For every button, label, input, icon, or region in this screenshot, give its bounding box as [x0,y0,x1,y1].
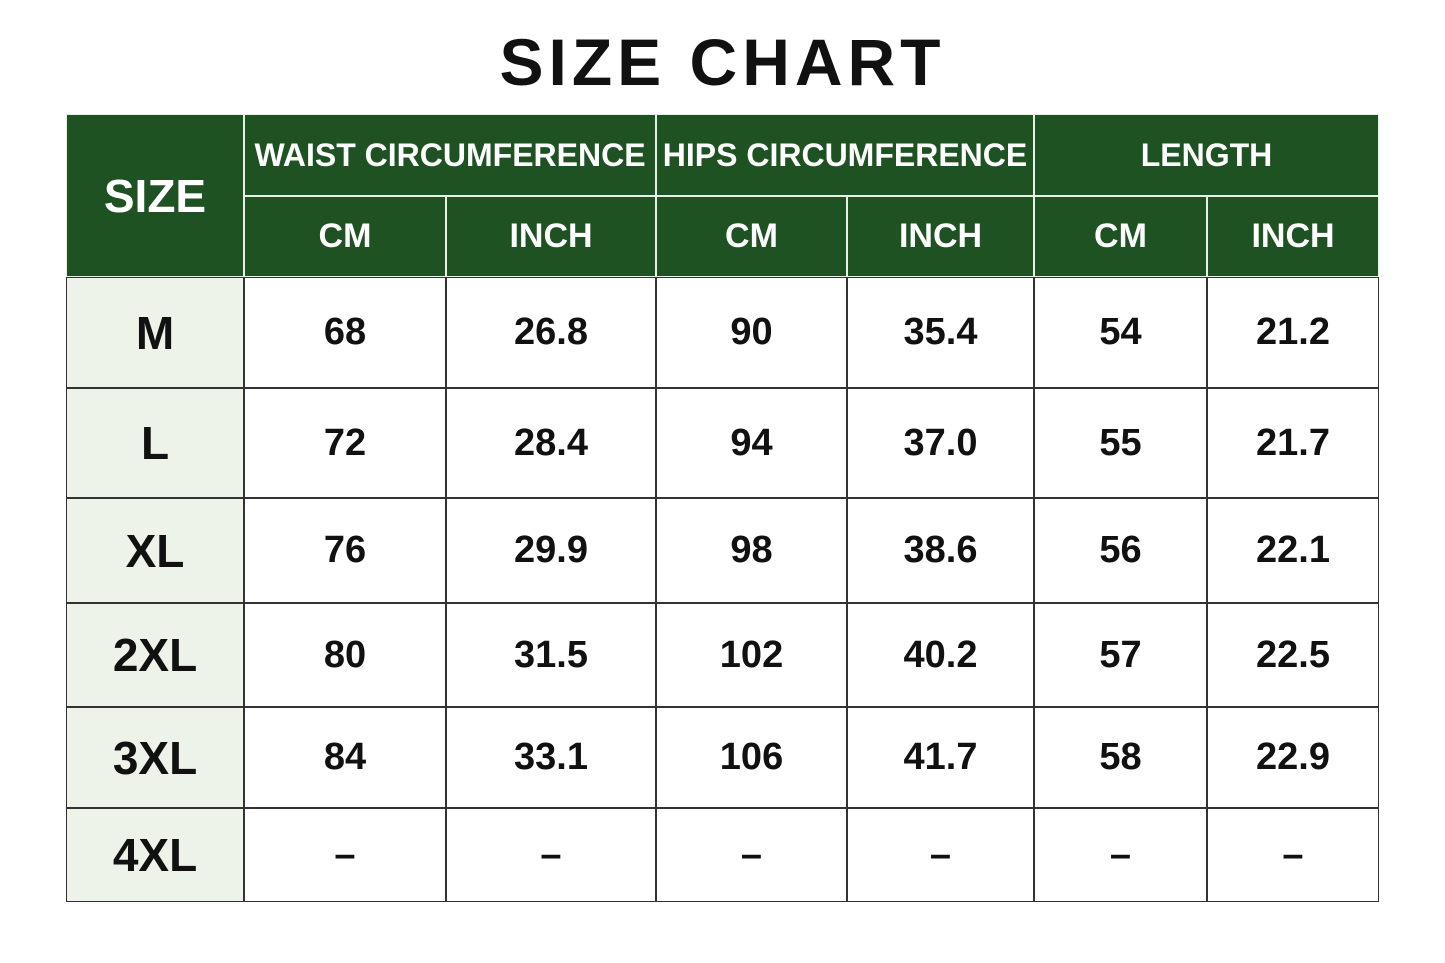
measurement: 102 [656,603,847,707]
group-header: WAIST CIRCUMFERENCE [244,114,656,196]
measurement: – [1034,808,1207,902]
measurement: 68 [244,277,446,388]
unit-header: INCH [847,196,1034,277]
measurement: 54 [1034,277,1207,388]
measurement: 33.1 [446,707,656,808]
measurement: – [446,808,656,902]
size-label: 2XL [66,603,244,707]
measurement: 76 [244,498,446,603]
measurement: – [244,808,446,902]
measurement: 22.1 [1207,498,1379,603]
measurement: 28.4 [446,388,656,498]
measurement: 98 [656,498,847,603]
size-header: SIZE [66,114,244,277]
measurement: 21.2 [1207,277,1379,388]
measurement: 37.0 [847,388,1034,498]
measurement: 41.7 [847,707,1034,808]
measurement: 26.8 [446,277,656,388]
size-label: 4XL [66,808,244,902]
group-header: LENGTH [1034,114,1379,196]
measurement: 29.9 [446,498,656,603]
measurement: 22.5 [1207,603,1379,707]
group-header: HIPS CIRCUMFERENCE [656,114,1034,196]
measurement: 84 [244,707,446,808]
measurement: 80 [244,603,446,707]
measurement: 40.2 [847,603,1034,707]
size-label: 3XL [66,707,244,808]
measurement: – [847,808,1034,902]
unit-header: CM [244,196,446,277]
measurement: 56 [1034,498,1207,603]
unit-header: INCH [1207,196,1379,277]
measurement: 57 [1034,603,1207,707]
title: SIZE CHART [499,25,946,99]
size-label: XL [66,498,244,603]
measurement: 38.6 [847,498,1034,603]
measurement: 106 [656,707,847,808]
measurement: 21.7 [1207,388,1379,498]
measurement: 58 [1034,707,1207,808]
measurement: 55 [1034,388,1207,498]
unit-header: CM [1034,196,1207,277]
measurement: 22.9 [1207,707,1379,808]
measurement: 72 [244,388,446,498]
size-label: L [66,388,244,498]
measurement: – [656,808,847,902]
measurement: 90 [656,277,847,388]
measurement: 94 [656,388,847,498]
unit-header: CM [656,196,847,277]
measurement: 35.4 [847,277,1034,388]
measurement: 31.5 [446,603,656,707]
measurement: – [1207,808,1379,902]
size-label: M [66,277,244,388]
unit-header: INCH [446,196,656,277]
